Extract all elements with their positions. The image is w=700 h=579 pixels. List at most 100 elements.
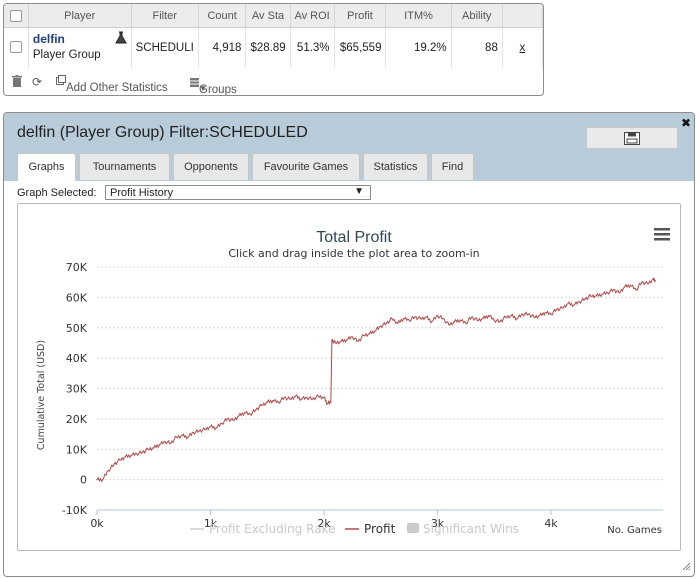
y-tick-label: 20K: [66, 413, 88, 426]
profit-data-point: [487, 315, 490, 317]
table-header-row: Player Filter Count Av Sta Av ROI Profit…: [4, 4, 543, 28]
y-axis-label: Cumulative Total (USD): [36, 340, 47, 450]
table-row[interactable]: delfin Player Group SCHEDULI 4,918 $28.8…: [4, 27, 543, 67]
profit-data-point: [476, 319, 478, 321]
export-button[interactable]: [586, 127, 678, 149]
profit-data-point: [493, 319, 495, 321]
column-header-av-roi[interactable]: Av ROI: [290, 4, 335, 28]
add-statistics-label: Add Other Statistics: [66, 82, 168, 94]
profit-data-point: [181, 434, 183, 437]
tab-tournaments[interactable]: Tournaments: [79, 153, 170, 180]
tab-opponents[interactable]: Opponents: [173, 153, 249, 180]
player-stats-panel: Player Filter Count Av Sta Av ROI Profit…: [3, 3, 544, 96]
profit-series-line[interactable]: [96, 277, 656, 483]
chart-legend: Profit Excluding Rake Profit Significant W…: [190, 522, 519, 536]
profit-data-point: [306, 397, 308, 399]
groups-dropdown[interactable]: Groups ▼: [190, 77, 237, 95]
y-tick-label: 50K: [66, 322, 88, 335]
dropdown-arrow-icon: ▼: [354, 186, 364, 197]
refresh-icon[interactable]: ⟳: [32, 75, 43, 89]
profit-data-point: [408, 319, 410, 321]
profit-data-point: [629, 284, 632, 286]
profit-data-point: [419, 318, 422, 320]
profit-data-point: [607, 292, 609, 294]
profit-chart[interactable]: Total Profit Click and drag inside the p…: [18, 204, 680, 550]
column-header-player[interactable]: Player: [28, 4, 132, 28]
profit-data-point: [550, 313, 552, 315]
column-header-ability[interactable]: Ability: [451, 4, 503, 28]
profit-data-point: [516, 318, 518, 320]
tab-favourite-games[interactable]: Favourite Games: [252, 153, 360, 180]
legend-item[interactable]: Profit: [345, 522, 396, 536]
profit-data-point: [158, 444, 161, 446]
profit-data-point: [113, 463, 115, 466]
profit-data-point: [573, 304, 575, 306]
profit-data-point: [312, 398, 314, 400]
flask-icon[interactable]: [114, 31, 127, 48]
profit-data-point: [209, 425, 212, 428]
legend-item[interactable]: Significant Wins: [407, 522, 519, 536]
close-icon[interactable]: ✖: [681, 116, 692, 130]
profit-data-point: [646, 283, 649, 285]
profit-data-point: [374, 330, 376, 332]
profit-data-point: [470, 316, 473, 318]
profit-data-point: [618, 292, 620, 294]
profit-data-point: [385, 322, 388, 324]
legend-item[interactable]: Profit Excluding Rake: [190, 522, 335, 536]
select-all-checkbox[interactable]: [9, 9, 22, 22]
profit-data-point: [107, 469, 109, 472]
profit-data-point: [340, 340, 342, 343]
profit-data-point: [584, 298, 586, 300]
profit-data-point: [317, 395, 319, 397]
column-header-profit[interactable]: Profit: [334, 4, 387, 28]
resize-grip-icon[interactable]: [681, 561, 691, 571]
graph-select-dropdown[interactable]: Profit History ▼: [105, 185, 371, 200]
trash-icon[interactable]: [12, 75, 22, 90]
x-tick-label: 2k: [317, 517, 331, 530]
column-header-filter[interactable]: Filter: [131, 4, 199, 28]
x-tick-label: 4k: [544, 517, 558, 530]
profit-data-point: [448, 324, 450, 326]
groups-label: Groups: [199, 84, 237, 96]
profit-data-point: [147, 448, 149, 450]
y-tick-label: 40K: [66, 352, 88, 365]
grid-icon: [190, 78, 199, 87]
tab-statistics[interactable]: Statistics: [363, 153, 428, 180]
tab-graphs[interactable]: Graphs: [17, 153, 76, 181]
profit-data-point: [221, 422, 223, 425]
add-statistics-button[interactable]: Add Other Statistics: [56, 75, 168, 94]
profit-data-point: [425, 316, 427, 318]
profit-data-point: [266, 401, 268, 403]
count-cell: 4,918: [198, 27, 247, 67]
profit-data-point: [459, 319, 461, 321]
stats-table-footer: ⟳ Add Other Statistics Groups ▼: [4, 68, 543, 95]
column-header-count[interactable]: Count: [198, 4, 247, 28]
player-name-link[interactable]: delfin: [32, 32, 65, 46]
chart-menu-icon[interactable]: [654, 228, 670, 241]
profit-data-point: [363, 334, 365, 336]
graph-window: delfin (Player Group) Filter:SCHEDULED G…: [3, 112, 695, 577]
row-checkbox[interactable]: [9, 41, 22, 54]
tab-find[interactable]: Find: [431, 153, 474, 180]
profit-data-point: [654, 280, 656, 282]
profit-data-point: [505, 316, 507, 318]
profit-data-point: [368, 333, 370, 335]
legend-swatch: [407, 523, 419, 533]
profit-cell: $65,559: [334, 27, 387, 67]
window-title: delfin (Player Group) Filter:SCHEDULED: [17, 124, 308, 141]
window-icon: [56, 75, 66, 85]
column-header-av-sta[interactable]: Av Sta: [245, 4, 291, 28]
profit-data-point: [397, 322, 399, 324]
profit-data-point: [556, 308, 558, 311]
remove-row-link[interactable]: x: [502, 27, 543, 67]
profit-data-point: [635, 289, 637, 291]
chart-container: Total Profit Click and drag inside the p…: [17, 203, 681, 551]
profit-data-point: [578, 301, 580, 303]
row-select-cell[interactable]: [4, 27, 29, 67]
chart-subtitle: Click and drag inside the plot area to z…: [228, 247, 479, 260]
column-header-itm[interactable]: ITM%: [385, 4, 452, 28]
select-all-header[interactable]: [4, 4, 29, 28]
profit-data-point: [124, 456, 126, 458]
profit-data-point: [119, 459, 121, 461]
y-tick-label: 60K: [66, 291, 88, 304]
